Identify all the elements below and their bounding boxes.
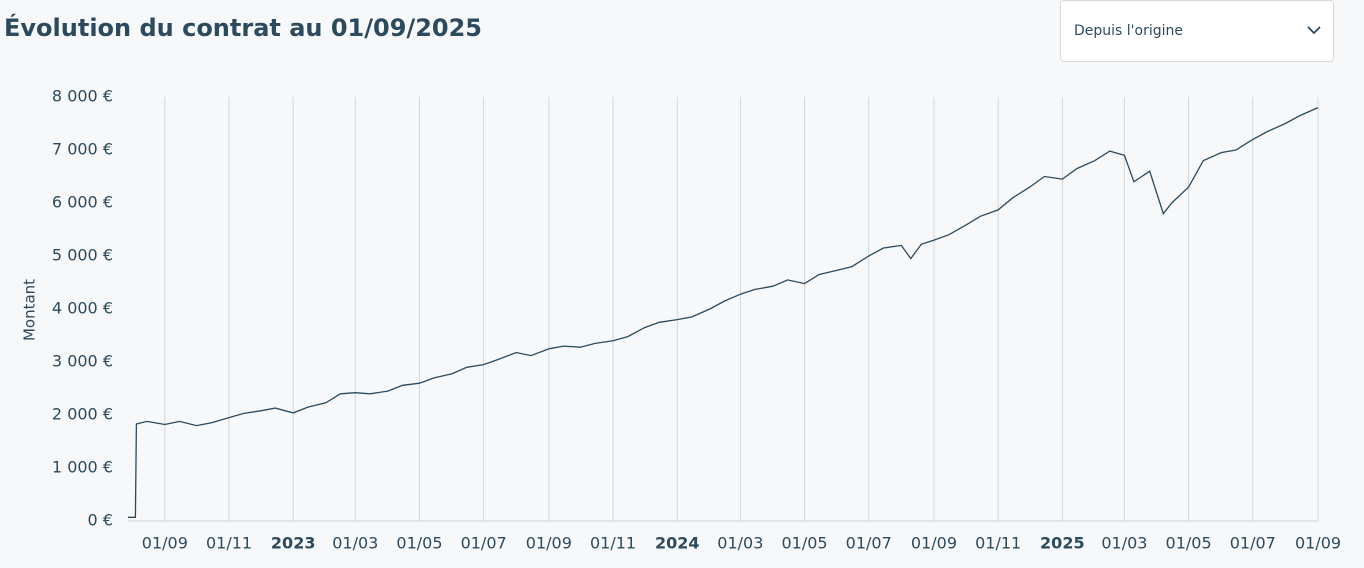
y-tick-label: 4 000 € xyxy=(52,299,113,318)
x-tick-label: 01/05 xyxy=(1166,534,1212,553)
x-tick-label: 01/11 xyxy=(590,534,636,553)
x-tick-label: 01/05 xyxy=(396,534,442,553)
x-tick-label: 01/03 xyxy=(332,534,378,553)
y-tick-label: 0 € xyxy=(88,511,113,530)
y-tick-label: 6 000 € xyxy=(52,193,113,212)
x-tick-label: 01/07 xyxy=(1230,534,1276,553)
y-tick-label: 7 000 € xyxy=(52,140,113,159)
period-dropdown[interactable]: Depuis l'origine xyxy=(1060,0,1334,62)
y-tick-label: 2 000 € xyxy=(52,405,113,424)
x-tick-label: 01/09 xyxy=(911,534,957,553)
y-axis-label: Montant xyxy=(21,279,39,341)
y-tick-label: 5 000 € xyxy=(52,246,113,265)
x-tick-label: 01/11 xyxy=(206,534,252,553)
x-tick-label: 01/03 xyxy=(1101,534,1147,553)
x-tick-label: 01/09 xyxy=(1295,534,1341,553)
x-tick-label: 2025 xyxy=(1040,534,1085,553)
line xyxy=(128,107,1319,518)
x-tick-label: 01/07 xyxy=(461,534,507,553)
y-tick-label: 3 000 € xyxy=(52,352,113,371)
x-tick-label: 01/11 xyxy=(975,534,1021,553)
x-tick-label: 01/07 xyxy=(846,534,892,553)
x-tick-label: 2023 xyxy=(271,534,316,553)
y-tick-label: 1 000 € xyxy=(52,458,113,477)
x-tick-label: 01/09 xyxy=(526,534,572,553)
x-tick-label: 2024 xyxy=(655,534,700,553)
x-tick-label: 01/05 xyxy=(781,534,827,553)
chevron xyxy=(1307,26,1321,35)
x-tick-label: 01/03 xyxy=(717,534,763,553)
dropdown-label: Depuis l'origine xyxy=(1074,23,1183,39)
x-tick-label: 01/09 xyxy=(142,534,188,553)
y-tick-label: 8 000 € xyxy=(52,87,113,106)
chart-title: Évolution du contrat au 01/09/2025 xyxy=(4,14,482,42)
